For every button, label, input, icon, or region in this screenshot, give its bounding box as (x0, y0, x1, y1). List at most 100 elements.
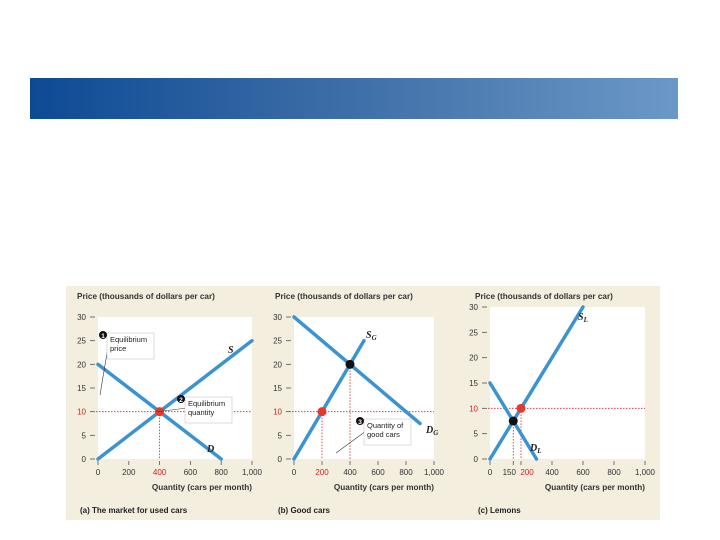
y-tick-label: 20 (469, 354, 478, 363)
chart-title: Price (thousands of dollars per car) (77, 292, 215, 301)
x-tick-label: 150 (503, 468, 517, 477)
caption-prefix: (c) (478, 506, 490, 515)
curve-label-sub: L (536, 447, 541, 455)
curve-label-main: S (228, 345, 234, 356)
y-tick-label: 5 (278, 431, 283, 440)
y-tick-label: 5 (82, 431, 87, 440)
chart-panel-2: Price (thousands of dollars per car) 0 5 10… (273, 292, 444, 515)
x-tick-label: 800 (607, 468, 621, 477)
curve-d-g (292, 315, 422, 426)
x-tick-label: 400 (545, 468, 559, 477)
curve-label-main: S (366, 330, 372, 341)
y-tick-label: 5 (474, 430, 479, 439)
highlight-point (317, 407, 327, 417)
curve-label-sub: G (372, 334, 377, 342)
y-tick-label: 20 (273, 360, 282, 369)
y-tick-label: 10 (469, 404, 478, 413)
y-tick-label: 10 (273, 408, 282, 417)
y-tick-label: 30 (273, 313, 282, 322)
annotation-pointer (154, 407, 188, 413)
curve-label: SL (578, 312, 588, 324)
y-tick-label: 15 (469, 379, 478, 388)
curve-label-main: S (578, 312, 584, 323)
chart-caption: (b) Good cars (278, 506, 331, 515)
annotation-pointer (335, 430, 367, 454)
annotation-number: 3 (358, 419, 362, 426)
x-tick-label: 200 (315, 468, 329, 477)
caption-text: Lemons (490, 506, 521, 515)
x-tick-label: 400 (153, 468, 167, 477)
curve-label-main: D (529, 443, 537, 454)
x-axis-label: Quantity (cars per month) (334, 483, 434, 492)
x-tick-label: 0 (488, 468, 493, 477)
y-tick-label: 25 (273, 337, 282, 346)
x-tick-label: 1,000 (242, 468, 263, 477)
annotation-text: good cars (367, 430, 400, 439)
y-tick-label: 0 (278, 455, 283, 464)
x-tick-label: 1,000 (635, 468, 656, 477)
chart-panel-3: Price (thousands of dollars per car) 0 5 10… (469, 292, 655, 515)
x-tick-label: 800 (215, 468, 229, 477)
curve-label: D (206, 444, 214, 455)
annotation-number-badge (177, 395, 185, 403)
annotation-number-badge (356, 417, 364, 425)
annotation-number-badge (99, 331, 107, 339)
chart-title: Price (thousands of dollars per car) (475, 292, 613, 301)
caption-text: Good cars (290, 506, 330, 515)
chart-caption: (a) The market for used cars (80, 506, 188, 515)
annotation-text: Equilibrium (110, 335, 147, 344)
curve-label-sub: L (583, 316, 588, 324)
y-tick-label: 30 (469, 303, 478, 312)
annotation-text: Quantity of (367, 421, 404, 430)
curve-label: DG (425, 425, 438, 437)
annotation-box (106, 332, 155, 360)
x-tick-label: 800 (399, 468, 413, 477)
y-tick-label: 25 (469, 328, 478, 337)
title-banner (30, 78, 678, 119)
annotation-box (184, 396, 233, 424)
y-tick-label: 10 (77, 408, 86, 417)
caption-text: The market for used cars (92, 506, 188, 515)
curve-label: S (228, 345, 234, 356)
annotation-text: quantity (188, 408, 215, 417)
x-tick-label: 0 (96, 468, 101, 477)
curve-label-main: D (425, 425, 433, 436)
charts-group: Price (thousands of dollars per car)0510… (77, 292, 656, 515)
annotation-text: price (110, 344, 126, 353)
curve-label-sub: G (433, 429, 438, 437)
x-tick-label: 1,000 (424, 468, 445, 477)
annotation-number: 2 (179, 397, 183, 404)
chart-panel-1: Price (thousands of dollars per car)0510… (77, 292, 263, 515)
curve-label: DL (529, 443, 542, 455)
x-tick-label: 600 (371, 468, 385, 477)
caption-prefix: (a) (80, 506, 92, 515)
x-tick-label: 0 (292, 468, 297, 477)
chart-title: Price (thousands of dollars per car) (275, 292, 413, 301)
y-tick-label: 0 (82, 455, 87, 464)
y-tick-label: 0 (474, 455, 479, 464)
curve-label-main: D (206, 444, 214, 455)
equilibrium-point (508, 416, 518, 426)
x-axis-label: Quantity (cars per month) (545, 483, 645, 492)
equilibrium-point (345, 359, 355, 369)
x-tick-label: 600 (184, 468, 198, 477)
curve-s-l (488, 305, 585, 461)
x-tick-label: 200 (520, 468, 534, 477)
chart-caption: (c) Lemons (478, 506, 521, 515)
curve-s (96, 338, 254, 461)
x-tick-label: 600 (576, 468, 590, 477)
annotation-box (363, 418, 412, 446)
curve-s-g (292, 338, 366, 461)
caption-prefix: (b) (278, 506, 290, 515)
x-axis-label: Quantity (cars per month) (152, 483, 252, 492)
annotation-number: 1 (101, 333, 105, 340)
x-tick-label: 200 (122, 468, 136, 477)
y-tick-label: 25 (77, 337, 86, 346)
y-tick-label: 15 (273, 384, 282, 393)
annotation-text: Equilibrium (188, 399, 225, 408)
y-tick-label: 20 (77, 360, 86, 369)
y-tick-label: 15 (77, 384, 86, 393)
y-tick-label: 30 (77, 313, 86, 322)
curve-label: SG (366, 330, 377, 342)
